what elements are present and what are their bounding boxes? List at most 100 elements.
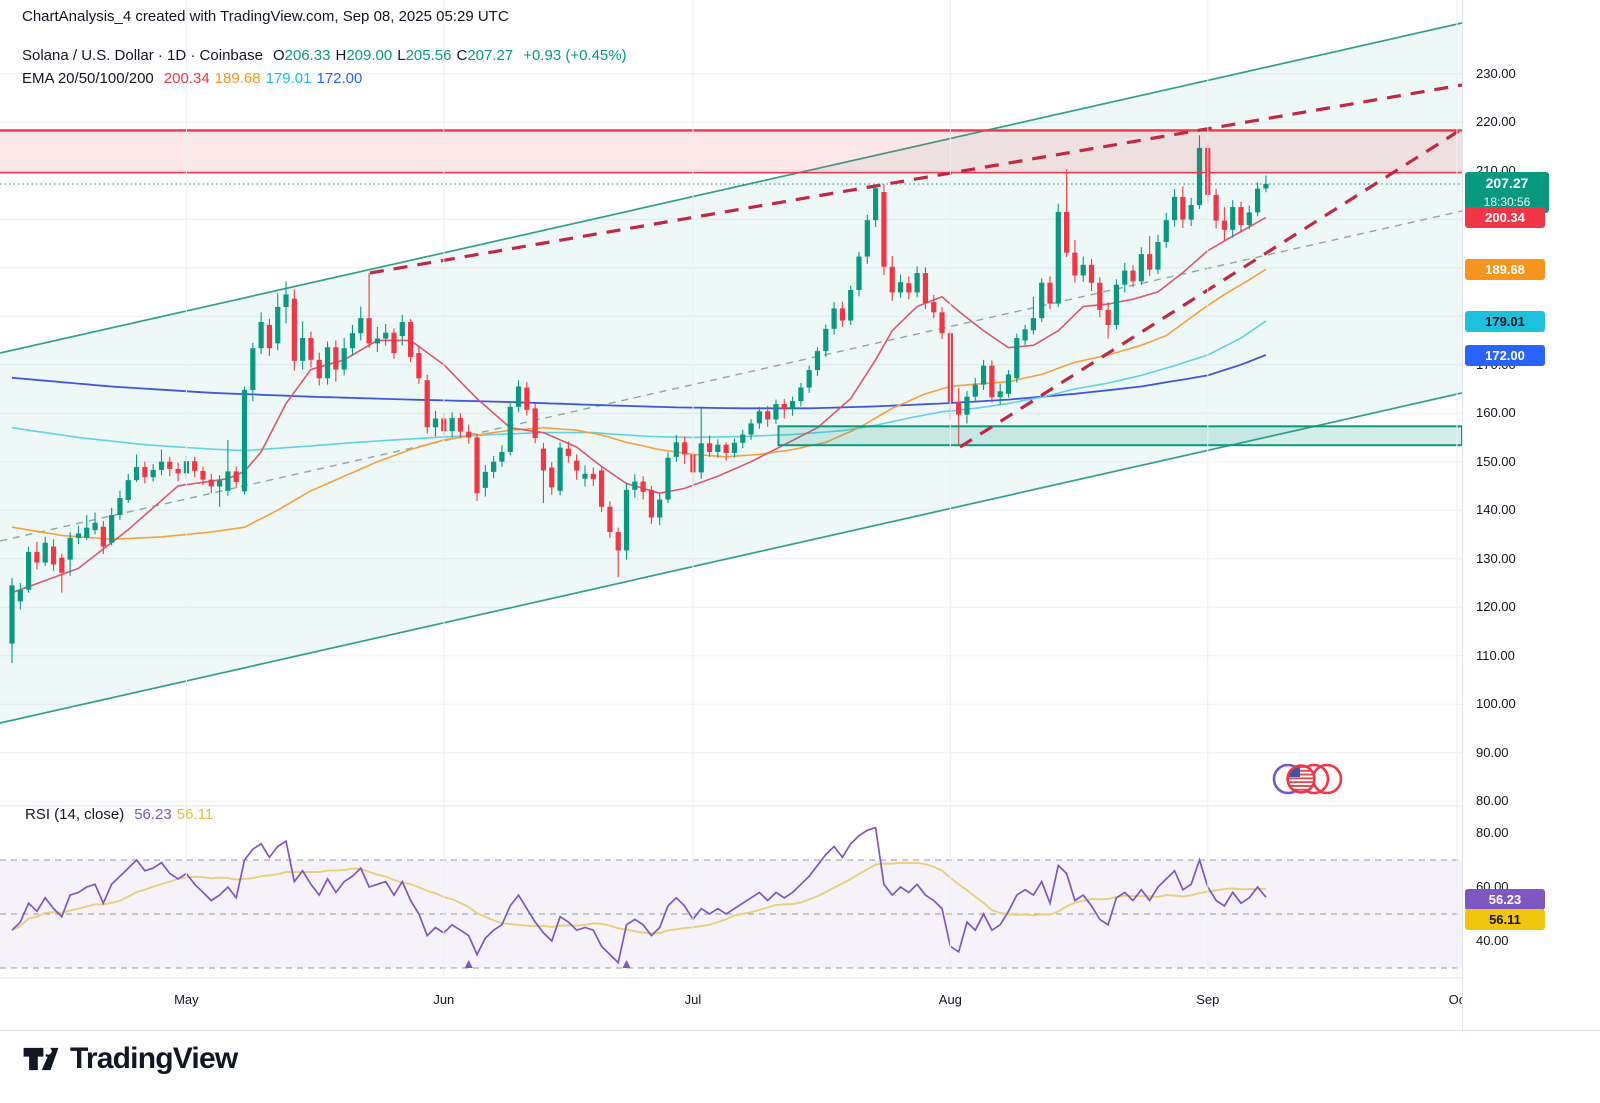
candle [864, 214, 870, 264]
candle [1005, 370, 1012, 398]
candle [457, 413, 464, 438]
rsi-marker-icon [622, 960, 631, 968]
ema-badge-2: 189.68 [1465, 258, 1545, 280]
rsi-badge-1: 56.23 [1465, 889, 1545, 910]
candle [341, 338, 347, 376]
candle [200, 466, 206, 485]
rsi-line [11, 826, 1267, 965]
ohlc-value-C: 207.27 [467, 47, 514, 64]
tradingview-wordmark: TradingView [70, 1042, 238, 1075]
candle [59, 553, 65, 593]
month-label-Aug[interactable]: Aug [938, 992, 962, 1007]
us-flag-events-icon[interactable] [1272, 763, 1343, 795]
candle [1155, 234, 1161, 275]
candle [84, 515, 90, 541]
candle [324, 341, 331, 385]
ohlc-value-H: 209.00 [346, 47, 393, 64]
rsi-ma-value: 56.11 [176, 806, 214, 823]
candle [333, 340, 339, 382]
trendline-dashed-1[interactable] [369, 83, 1462, 275]
candle [391, 328, 397, 359]
candle [466, 424, 472, 444]
tradingview-mark-icon [23, 1047, 59, 1071]
candle [358, 306, 364, 341]
candle [507, 401, 513, 456]
candle [1055, 203, 1061, 307]
candle [1047, 276, 1053, 309]
candle [1147, 236, 1153, 276]
candle [1030, 296, 1036, 335]
candle [1188, 197, 1194, 226]
candle [814, 347, 821, 376]
candle [449, 412, 455, 438]
ema-legend[interactable]: EMA 20/50/100/200 200.34 189.68 179.01 172.0… [22, 70, 367, 87]
month-label-Sep[interactable]: Sep [1196, 992, 1220, 1007]
candle [906, 276, 912, 300]
month-label-Jul[interactable]: Jul [684, 992, 702, 1007]
month-label-May[interactable]: May [174, 992, 199, 1007]
candle [42, 536, 48, 566]
price-axis[interactable]: 230.00220.00210.00200.00190.00180.00170.… [1462, 0, 1600, 1030]
candle [133, 454, 140, 483]
candle [1122, 262, 1128, 293]
ema-legend-value-2: 189.68 [214, 70, 261, 87]
candle [848, 285, 854, 325]
candle [889, 256, 895, 301]
trendline-dashed-2[interactable] [959, 127, 1462, 449]
candle [482, 465, 488, 497]
candle [648, 485, 655, 524]
candle [598, 467, 605, 513]
candle [1097, 277, 1103, 318]
candle [1014, 333, 1020, 383]
candle [1138, 247, 1144, 286]
candle [92, 512, 98, 535]
symbol-legend[interactable]: Solana / U.S. Dollar · 1D · Coinbase O206… [22, 47, 627, 64]
candle [964, 390, 970, 424]
main-price-pane[interactable] [0, 22, 1462, 802]
support-zone[interactable] [777, 425, 1462, 447]
candle [266, 318, 273, 356]
candle [1105, 302, 1111, 339]
candle [109, 507, 115, 546]
rsi-pane[interactable] [0, 826, 1462, 969]
rsi-ma-line [11, 861, 1266, 935]
month-label-Jun[interactable]: Jun [433, 992, 455, 1007]
candle [1022, 324, 1028, 345]
candle [100, 520, 106, 554]
candle [773, 399, 779, 424]
price-tick-label: 140.00 [1476, 502, 1516, 518]
rsi-marker-icon [464, 960, 473, 968]
candle [632, 474, 638, 498]
symbol-title: Solana / U.S. Dollar · 1D · Coinbase [22, 47, 263, 64]
candle [989, 360, 995, 403]
rsi-badge-2: 56.11 [1465, 909, 1545, 930]
candle [524, 382, 530, 416]
channel-lower-line[interactable] [0, 392, 1462, 724]
candle [549, 462, 555, 495]
rsi-tick-label: 80.00 [1476, 825, 1509, 840]
channel-upper-line[interactable] [0, 22, 1462, 354]
resistance-zone[interactable] [0, 130, 1462, 173]
ohlc-label-O: O [272, 47, 285, 64]
month-label-Oc[interactable]: Oc [1448, 992, 1462, 1007]
price-tick-label: 90.00 [1476, 744, 1509, 760]
candle [798, 383, 804, 407]
rsi-value: 56.23 [134, 806, 172, 823]
candle [665, 452, 671, 503]
price-tick-label: 150.00 [1476, 453, 1516, 469]
candle [1113, 279, 1120, 330]
candle [715, 439, 721, 458]
candle [1039, 278, 1045, 323]
candle [50, 539, 57, 571]
candle [540, 442, 547, 503]
candle [740, 429, 746, 449]
candle [756, 406, 762, 429]
rsi-legend[interactable]: RSI (14, close) 56.23 56.11 [25, 806, 213, 823]
candle [233, 466, 239, 489]
tradingview-logo[interactable]: TradingView [22, 1040, 238, 1078]
candle [167, 456, 173, 477]
time-axis[interactable]: May Jun Jul Aug Sep Oc [0, 978, 1462, 1028]
ema-badge-1: 200.34 [1465, 207, 1545, 229]
